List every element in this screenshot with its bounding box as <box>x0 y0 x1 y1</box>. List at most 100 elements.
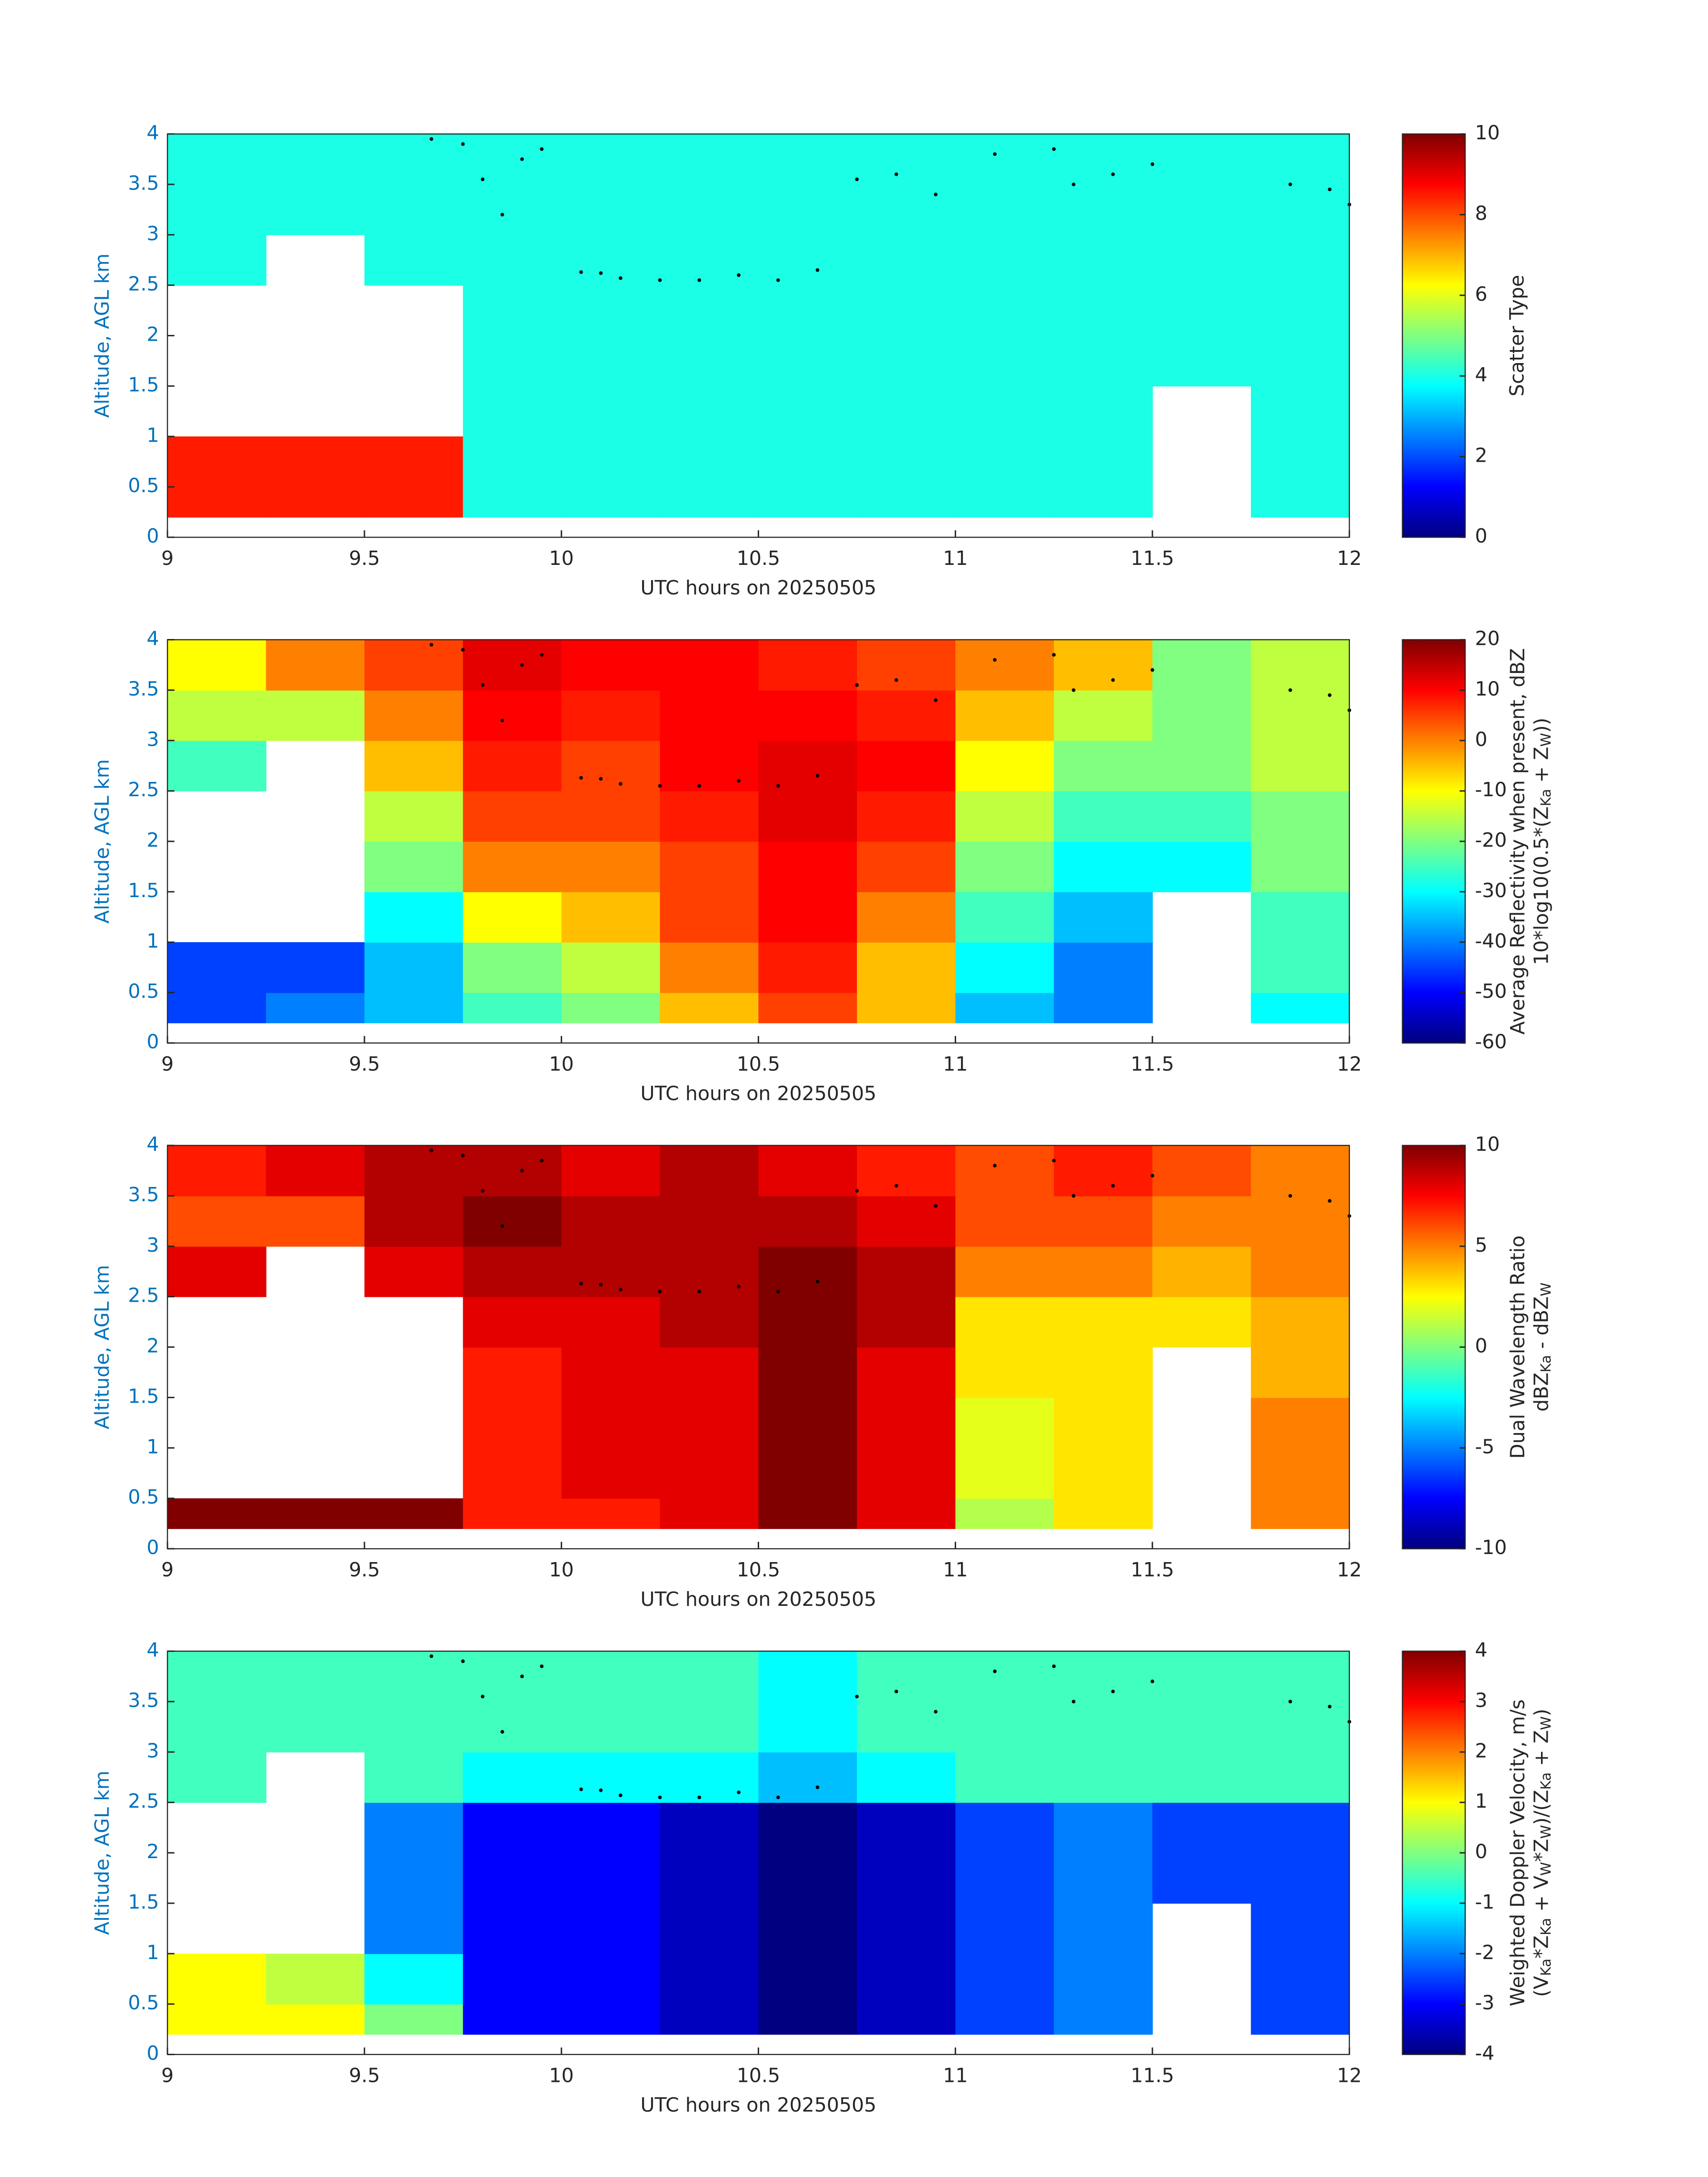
heatmap-cell <box>955 791 1055 842</box>
heatmap-cell <box>857 841 956 892</box>
cloud-top-marker <box>993 152 997 156</box>
heatmap-cell <box>1251 335 1350 387</box>
heatmap-cell <box>364 436 464 488</box>
heatmap-cell <box>463 1448 562 1499</box>
y-tick-label: 0 <box>146 525 159 547</box>
heatmap-cell <box>1251 1145 1350 1196</box>
colorbar <box>1402 639 1466 1044</box>
heatmap-cell <box>857 891 956 943</box>
colorbar-label-part: W <box>1538 1862 1554 1876</box>
heatmap-cell <box>364 690 464 741</box>
heatmap-cell <box>1251 1953 1350 2005</box>
heatmap-cell <box>1152 690 1252 741</box>
heatmap-cell <box>955 285 1055 336</box>
cloud-top-marker <box>658 278 662 282</box>
heatmap-cell <box>660 1448 759 1499</box>
y-tick-label: 4 <box>146 121 159 144</box>
heatmap-cell <box>955 1802 1055 1853</box>
heatmap-cell <box>1054 134 1153 185</box>
heatmap-cell <box>364 184 464 235</box>
heatmap-cell <box>758 436 857 488</box>
heatmap-cell <box>364 942 464 993</box>
cloud-top-marker <box>540 1664 544 1668</box>
heatmap-cell <box>1251 2004 1350 2035</box>
x-axis-label: UTC hours on 20250505 <box>640 1588 877 1611</box>
heatmap-cell <box>1152 841 1252 892</box>
cloud-top-marker <box>1052 653 1056 657</box>
heatmap-cell <box>857 1448 956 1499</box>
cloud-top-marker <box>894 172 898 176</box>
heatmap-cell <box>955 134 1055 185</box>
heatmap-cell <box>857 487 956 518</box>
colorbar-label-part: + Z <box>1530 1730 1553 1772</box>
heatmap-cell <box>364 740 464 792</box>
heatmap-cell <box>364 1498 464 1529</box>
heatmap-cell <box>660 1953 759 2005</box>
colorbar-label: (VKa*ZKa + VW*ZW)/(ZKa + ZW) <box>1530 1709 1554 1997</box>
heatmap-cell <box>1251 386 1350 437</box>
heatmap-cell <box>857 1195 956 1247</box>
x-tick-label: 10 <box>549 1559 574 1581</box>
cloud-top-marker <box>1072 1194 1076 1198</box>
colorbar-tick-label: -2 <box>1475 1941 1495 1964</box>
heatmap-cell <box>758 1145 857 1196</box>
x-tick-label: 12 <box>1337 2064 1362 2087</box>
heatmap-cell <box>1251 1802 1350 1853</box>
heatmap-cell <box>266 487 365 518</box>
heatmap-cell <box>1251 942 1350 993</box>
heatmap-cell <box>561 1752 660 1803</box>
heatmap-cell <box>463 1498 562 1529</box>
heatmap-cell <box>266 436 365 488</box>
heatmap-cell <box>857 386 956 437</box>
cloud-top-marker <box>894 678 898 682</box>
heatmap-cell <box>857 184 956 235</box>
y-tick-label: 1 <box>146 424 159 447</box>
colorbar-label-part: Ka <box>1538 789 1554 806</box>
colorbar-tick-label: 1 <box>1475 1790 1487 1813</box>
colorbar-tick-label: 2 <box>1475 444 1487 467</box>
heatmap-cell <box>1251 1195 1350 1247</box>
heatmap-cell <box>561 1802 660 1853</box>
heatmap-cell <box>1251 992 1350 1024</box>
heatmap-cell <box>758 1347 857 1398</box>
heatmap-cell <box>660 639 759 691</box>
heatmap-cell <box>857 1498 956 1529</box>
heatmap-cell <box>1251 690 1350 741</box>
heatmap-cell <box>758 841 857 892</box>
heatmap-cell <box>758 891 857 943</box>
x-tick-label: 10 <box>549 547 574 570</box>
heatmap-cell <box>364 2004 464 2035</box>
heatmap-cell <box>1054 1701 1153 1753</box>
heatmap-cell <box>1251 1498 1350 1529</box>
colorbar <box>1402 1145 1466 1550</box>
x-tick-label: 10 <box>549 2064 574 2087</box>
cloud-top-marker <box>658 784 662 788</box>
colorbar-label-part: Dual Wavelength Ratio <box>1507 1236 1529 1459</box>
y-tick-label: 3.5 <box>128 1183 159 1206</box>
y-tick-label: 3.5 <box>128 677 159 700</box>
heatmap-cell <box>1054 184 1153 235</box>
heatmap-cell <box>561 184 660 235</box>
heatmap-cell <box>561 740 660 792</box>
colorbar-label-part: Ka <box>1538 1959 1554 1976</box>
colorbar-label-part: dBZ <box>1530 1372 1553 1412</box>
x-tick-label: 11.5 <box>1131 2064 1174 2087</box>
cloud-top-marker <box>1288 182 1292 186</box>
heatmap-cell <box>955 487 1055 518</box>
cloud-top-marker <box>1150 162 1154 166</box>
y-tick-label: 2 <box>146 323 159 346</box>
heatmap-cell <box>561 487 660 518</box>
heatmap-cell <box>364 891 464 943</box>
cloud-top-marker <box>855 177 859 181</box>
y-tick-label: 3.5 <box>128 172 159 195</box>
heatmap-cell <box>660 234 759 286</box>
heatmap-cell <box>1054 1651 1153 1702</box>
colorbar-tick-label: 0 <box>1475 1335 1487 1358</box>
heatmap-cell <box>660 1853 759 1904</box>
y-tick-label: 2 <box>146 829 159 852</box>
heatmap-cell <box>857 1145 956 1196</box>
colorbar-label-part: W <box>1538 733 1554 747</box>
heatmap-cell <box>364 791 464 842</box>
